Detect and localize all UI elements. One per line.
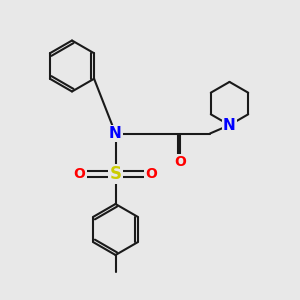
Text: N: N — [109, 126, 122, 141]
Text: O: O — [146, 167, 158, 181]
Text: O: O — [74, 167, 86, 181]
Text: O: O — [174, 155, 186, 169]
Text: S: S — [110, 165, 122, 183]
Text: N: N — [223, 118, 236, 133]
